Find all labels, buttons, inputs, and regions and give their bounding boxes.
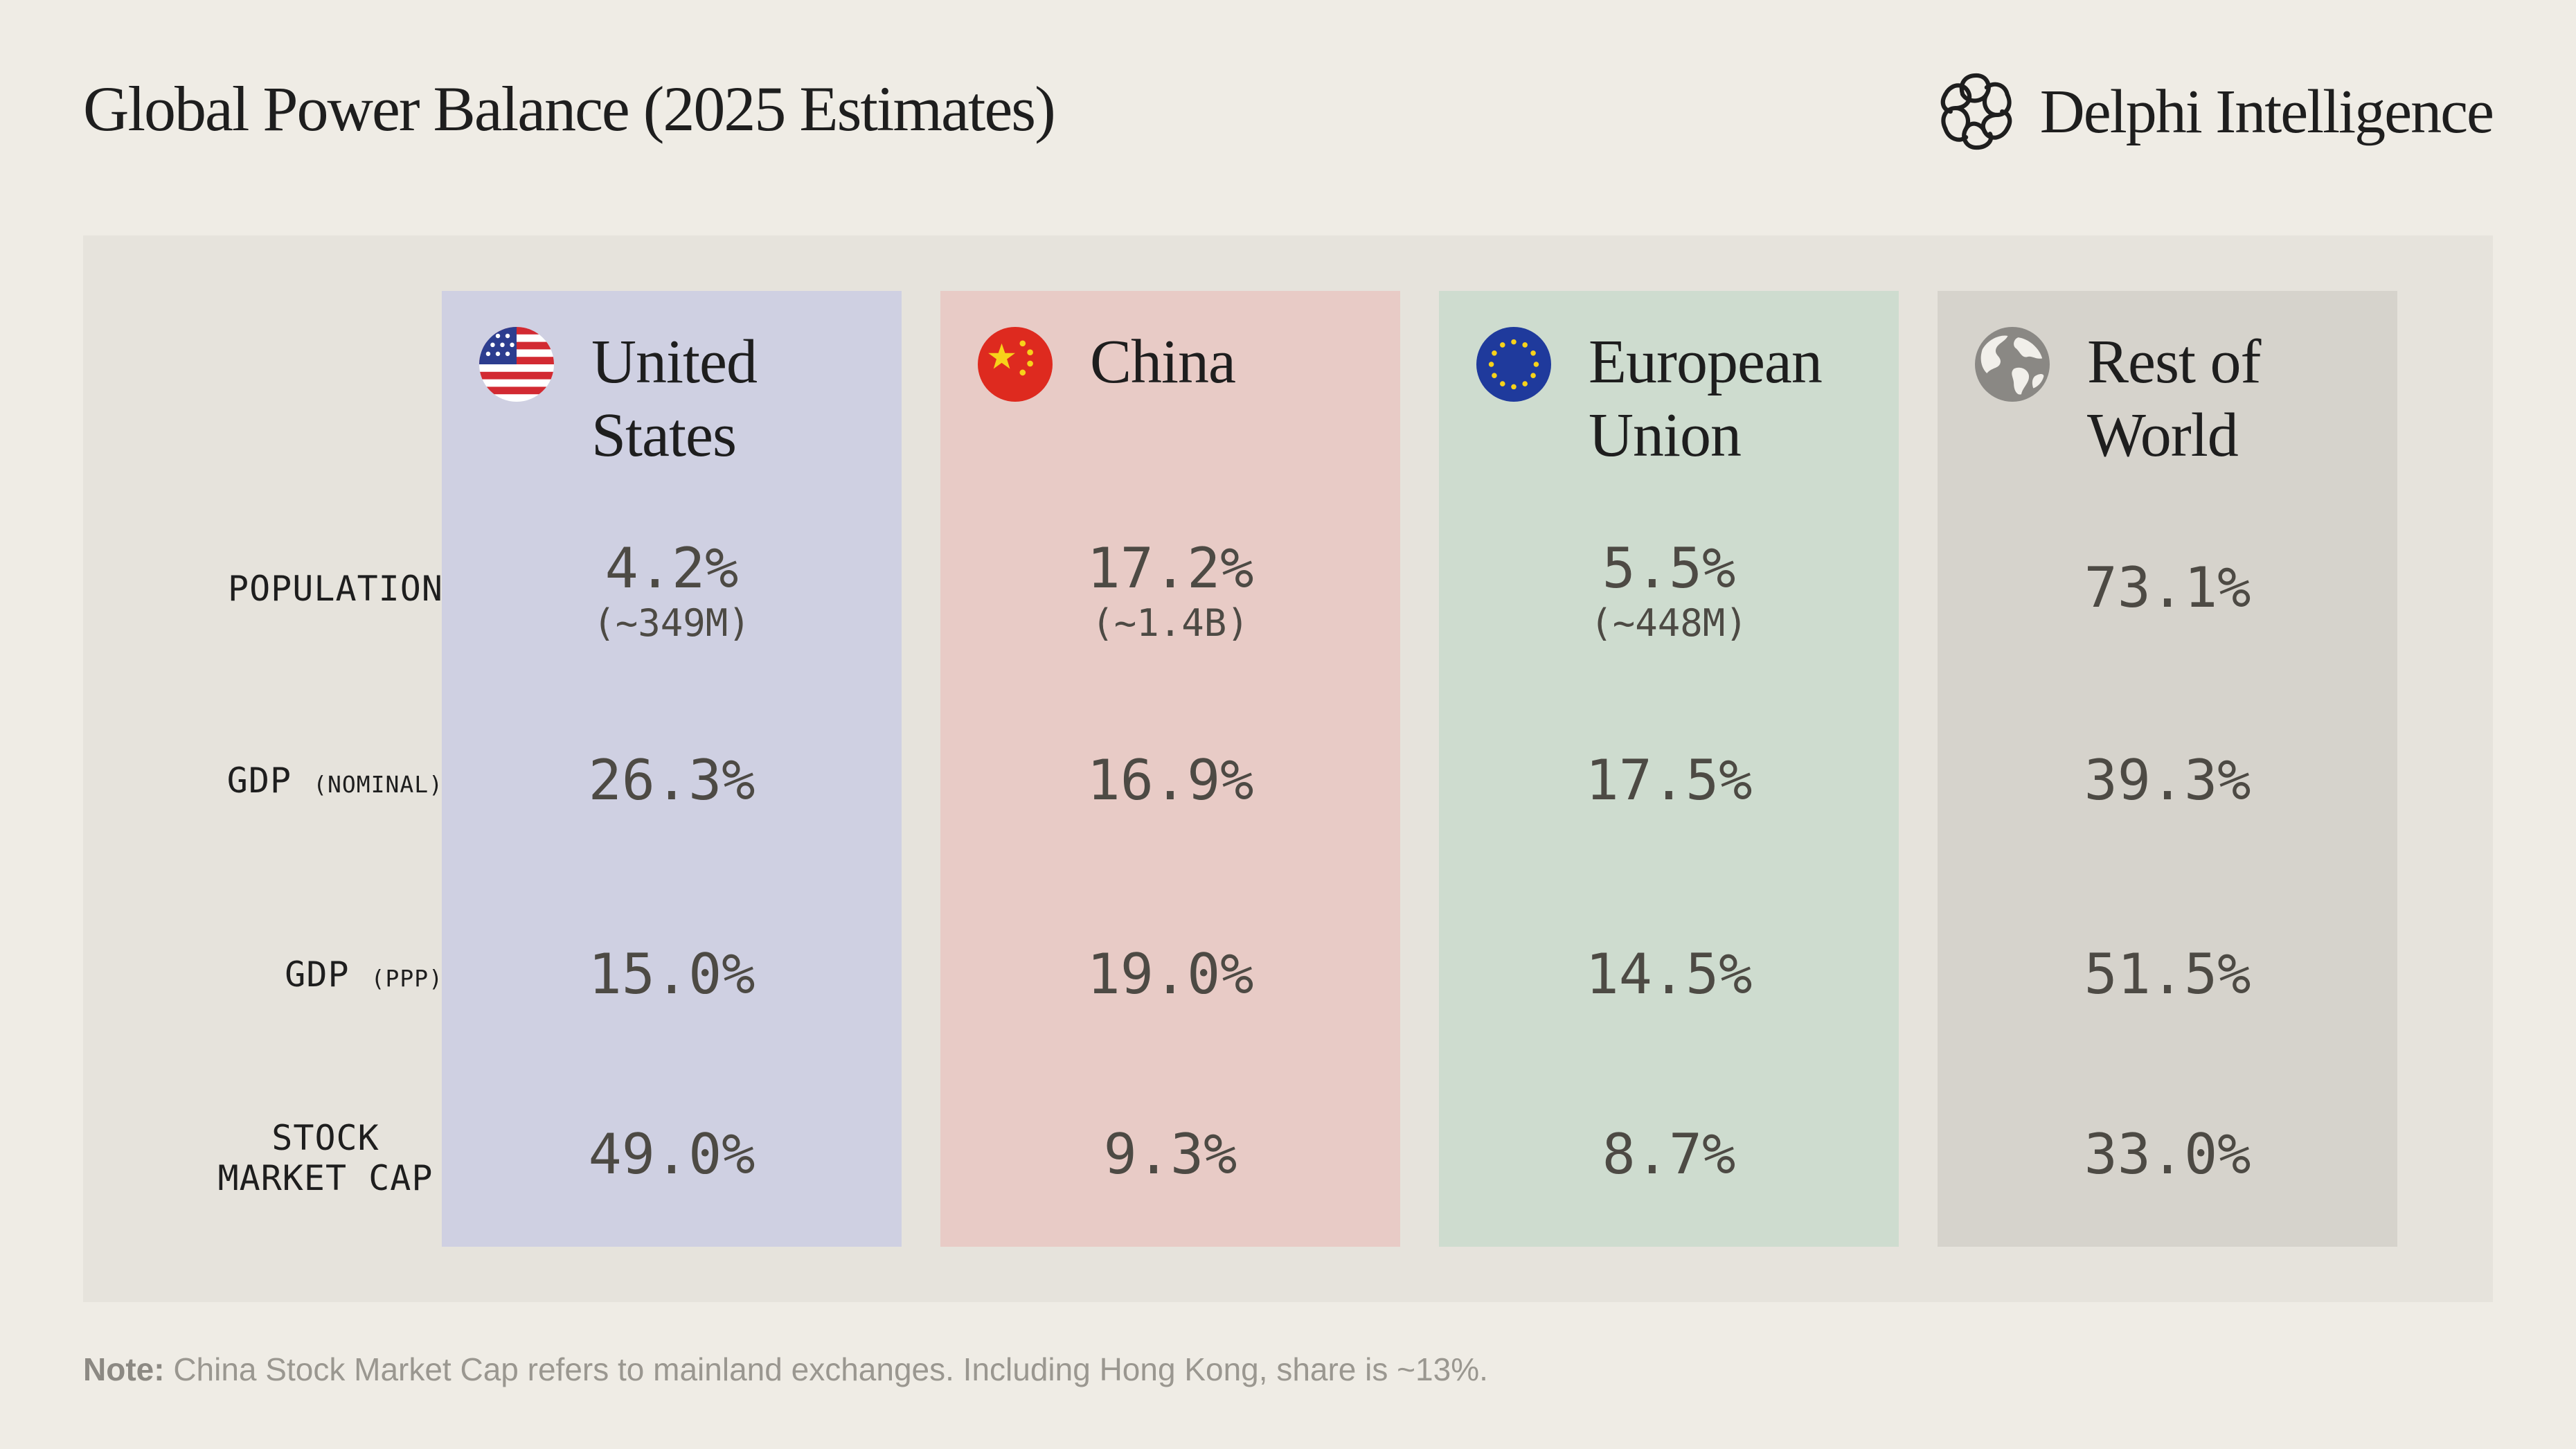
column-title: European Union <box>1589 328 1823 470</box>
cell-population: 73.1% <box>2084 555 2251 620</box>
column-title: United States <box>591 328 758 470</box>
column-header: United States <box>442 326 902 492</box>
footnote-label: Note: <box>83 1351 165 1387</box>
footnote-text: China Stock Market Cap refers to mainlan… <box>173 1351 1488 1387</box>
cell-gdp-ppp: 15.0% <box>588 942 755 1006</box>
column-european-union: European Union 5.5% (~448M) 17.5% 14.5% … <box>1439 291 1899 1247</box>
cell-population: 4.2% (~349M) <box>593 536 751 646</box>
globe-icon <box>1975 327 2050 402</box>
eu-flag-icon <box>1476 327 1551 402</box>
footnote: Note: China Stock Market Cap refers to m… <box>83 1351 1488 1388</box>
cell-gdp-ppp: 51.5% <box>2084 942 2251 1006</box>
cell-stock-market-cap: 9.3% <box>1103 1122 1237 1186</box>
cell-gdp-nominal: 26.3% <box>588 748 755 812</box>
cell-gdp-ppp: 19.0% <box>1086 942 1254 1006</box>
column-united-states: United States 4.2% (~349M) 26.3% 15.0% 4… <box>442 291 902 1247</box>
cell-gdp-nominal: 17.5% <box>1585 748 1753 812</box>
cell-stock-market-cap: 49.0% <box>588 1122 755 1186</box>
knot-logo-icon <box>1940 73 2012 150</box>
column-header: European Union <box>1439 326 1899 492</box>
cell-population: 17.2% (~1.4B) <box>1086 536 1254 646</box>
cell-gdp-ppp: 14.5% <box>1585 942 1753 1006</box>
cell-stock-market-cap: 33.0% <box>2084 1122 2251 1186</box>
row-label-gdp-ppp: GDP (PPP) <box>285 954 443 995</box>
us-flag-icon <box>479 327 554 402</box>
cell-gdp-nominal: 39.3% <box>2084 748 2251 812</box>
column-title: China <box>1090 328 1236 396</box>
column-rest-of-world: Rest of World 73.1% 39.3% 51.5% 33.0% <box>1938 291 2397 1247</box>
row-label-gdp-nominal: GDP (NOMINAL) <box>226 761 443 801</box>
column-china: China 17.2% (~1.4B) 16.9% 19.0% 9.3% <box>940 291 1400 1247</box>
column-title: Rest of World <box>2087 328 2261 470</box>
comparison-table: POPULATION GDP (NOMINAL) GDP (PPP) STOCK… <box>83 235 2493 1302</box>
brand: Delphi Intelligence <box>1933 66 2494 157</box>
page-title: Global Power Balance (2025 Estimates) <box>83 73 1056 144</box>
column-header: China <box>940 326 1400 492</box>
column-header: Rest of World <box>1938 326 2397 492</box>
china-flag-icon <box>978 327 1053 402</box>
cell-gdp-nominal: 16.9% <box>1086 748 1254 812</box>
cell-stock-market-cap: 8.7% <box>1602 1122 1736 1186</box>
cell-population: 5.5% (~448M) <box>1590 536 1748 646</box>
brand-name: Delphi Intelligence <box>2039 77 2494 146</box>
row-label-population: POPULATION <box>227 569 443 609</box>
row-label-stock-market-cap: STOCK MARKET CAP <box>217 1118 433 1198</box>
